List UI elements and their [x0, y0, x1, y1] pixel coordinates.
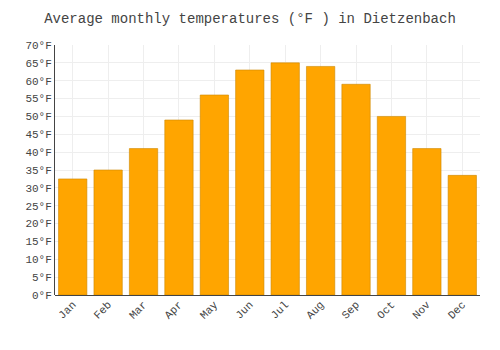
svg-text:20°F: 20°F: [25, 218, 51, 230]
svg-text:Apr: Apr: [162, 299, 184, 321]
svg-text:25°F: 25°F: [25, 201, 51, 213]
svg-text:55°F: 55°F: [25, 93, 51, 105]
svg-text:50°F: 50°F: [25, 111, 51, 123]
svg-text:Average monthly temperatures (: Average monthly temperatures (°F ) in Di…: [44, 11, 456, 27]
svg-text:60°F: 60°F: [25, 76, 51, 88]
svg-text:Aug: Aug: [304, 299, 326, 321]
svg-text:Feb: Feb: [92, 299, 114, 321]
svg-text:70°F: 70°F: [25, 40, 51, 52]
svg-text:Nov: Nov: [410, 299, 433, 322]
svg-text:5°F: 5°F: [32, 272, 52, 284]
svg-text:Sep: Sep: [340, 299, 362, 321]
svg-text:Jul: Jul: [269, 299, 291, 321]
svg-text:40°F: 40°F: [25, 147, 51, 159]
svg-text:30°F: 30°F: [25, 183, 51, 195]
svg-text:May: May: [198, 299, 221, 322]
svg-text:Mar: Mar: [127, 299, 149, 321]
svg-text:Dec: Dec: [446, 299, 468, 321]
svg-text:Jan: Jan: [56, 299, 78, 321]
svg-text:35°F: 35°F: [25, 165, 51, 177]
svg-text:15°F: 15°F: [25, 236, 51, 248]
svg-text:10°F: 10°F: [25, 254, 51, 266]
svg-text:Jun: Jun: [233, 299, 255, 321]
svg-text:65°F: 65°F: [25, 58, 51, 70]
svg-text:45°F: 45°F: [25, 129, 51, 141]
svg-text:Oct: Oct: [375, 299, 397, 321]
svg-text:0°F: 0°F: [32, 290, 52, 302]
